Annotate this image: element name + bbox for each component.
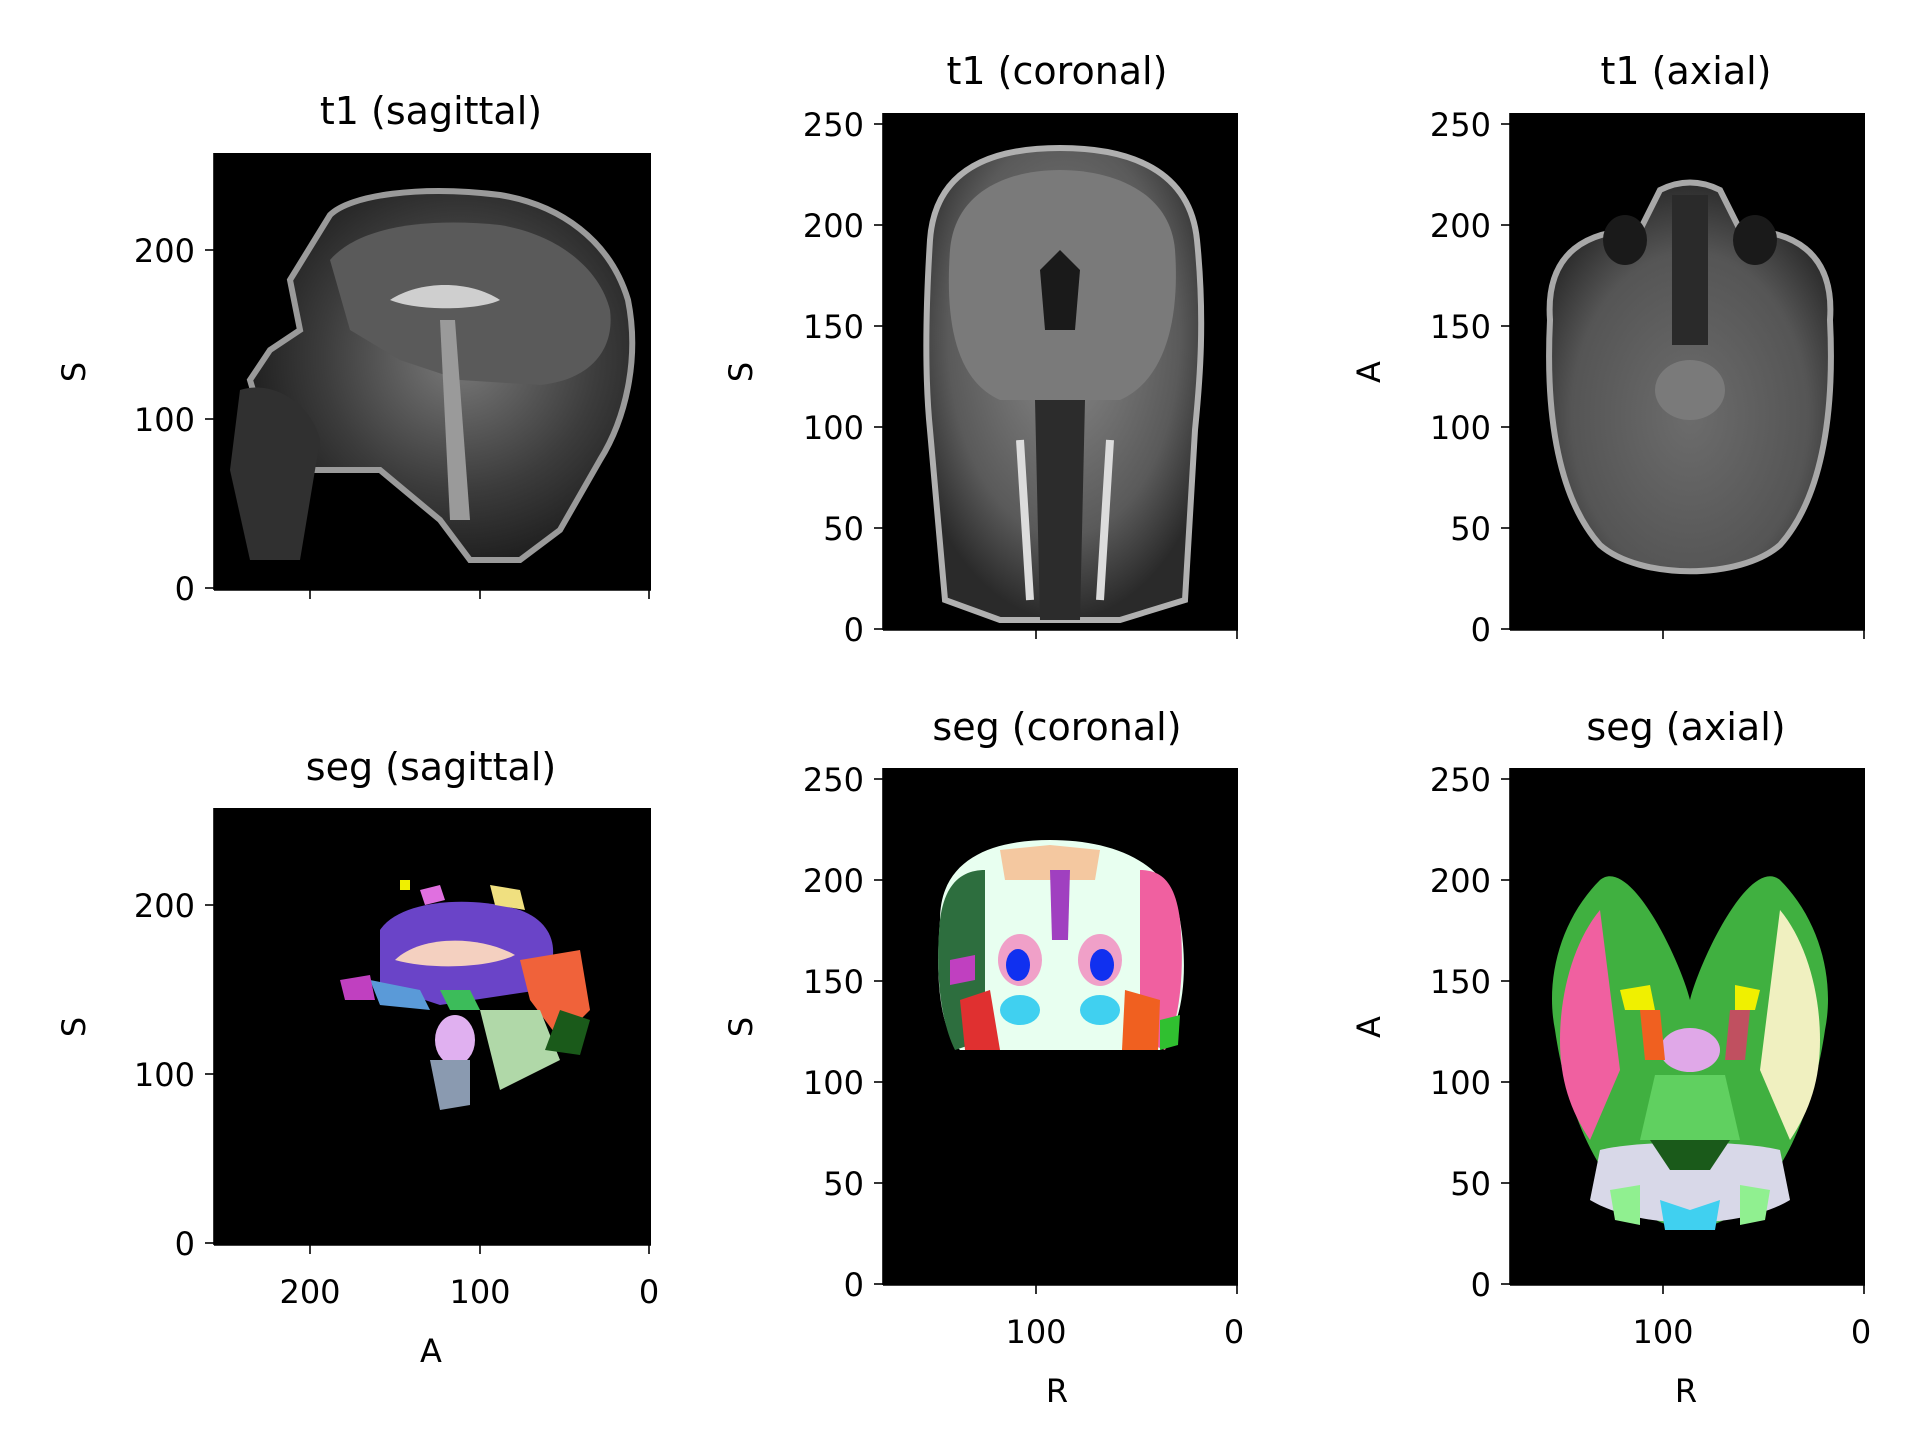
ytick-label: 0 — [175, 1225, 195, 1263]
ytick-label: 200 — [1430, 862, 1491, 900]
panel-title: t1 (sagittal) — [320, 89, 542, 133]
ytick-label: 100 — [803, 409, 864, 447]
x-axis: 100 0 R — [1510, 1284, 1871, 1410]
ytick-label: 100 — [1430, 409, 1491, 447]
xtick-label: 0 — [1851, 1313, 1871, 1351]
xtick-label: 0 — [1224, 1313, 1244, 1351]
ytick-label: 0 — [175, 570, 195, 608]
ytick-label: 100 — [1430, 1064, 1491, 1102]
ytick-label: 200 — [1430, 207, 1491, 245]
panel-t1-sagittal: t1 (sagittal) 0 100 200 S — [55, 89, 651, 608]
segmentation-image — [340, 880, 590, 1110]
ytick-label: 200 — [134, 232, 195, 270]
xtick-label: 100 — [1005, 1313, 1066, 1351]
panel-title: t1 (coronal) — [947, 49, 1168, 93]
y-axis: 0 100 200 S — [55, 808, 215, 1263]
y-axis: 0 50 100 150 200 250 S — [722, 106, 884, 649]
ytick-label: 0 — [1471, 1266, 1491, 1304]
ytick-label: 250 — [803, 106, 864, 144]
panel-title: seg (coronal) — [932, 705, 1181, 749]
x-axis — [1510, 629, 1865, 639]
ytick-label: 200 — [803, 207, 864, 245]
ytick-label: 0 — [1471, 611, 1491, 649]
y-axis-label: A — [1350, 361, 1388, 383]
panel-seg-coronal: seg (coronal) 0 — [722, 705, 1244, 1410]
ytick-label: 0 — [844, 611, 864, 649]
xtick-label: 100 — [449, 1273, 510, 1311]
y-axis-label: S — [55, 362, 93, 382]
y-axis: 0 50 100 150 200 250 A — [1350, 761, 1511, 1304]
ytick-label: 150 — [1430, 963, 1491, 1001]
y-axis-label: S — [722, 362, 760, 382]
ytick-label: 150 — [803, 963, 864, 1001]
xtick-label: 0 — [639, 1273, 659, 1311]
ytick-label: 250 — [1430, 106, 1491, 144]
ytick-label: 50 — [1450, 510, 1491, 548]
ytick-label: 250 — [1430, 761, 1491, 799]
x-axis-label: R — [1046, 1372, 1068, 1410]
y-axis-label: S — [55, 1017, 93, 1037]
y-axis: 0 50 100 150 200 250 S — [722, 761, 884, 1304]
y-axis-label: S — [722, 1017, 760, 1037]
ytick-label: 50 — [823, 510, 864, 548]
xtick-label: 200 — [279, 1273, 340, 1311]
ytick-label: 150 — [1430, 308, 1491, 346]
x-axis: 100 0 R — [883, 1284, 1244, 1410]
segmentation-image — [938, 840, 1184, 1050]
panel-seg-axial: seg (axial) 0 50 — [1350, 705, 1871, 1410]
ytick-label: 100 — [803, 1064, 864, 1102]
y-axis: 0 100 200 S — [55, 153, 215, 608]
ytick-label: 100 — [134, 1056, 195, 1094]
x-axis-label: A — [420, 1332, 442, 1370]
y-axis-label: A — [1350, 1016, 1388, 1038]
mri-image — [923, 144, 1205, 623]
segmentation-image — [1552, 876, 1828, 1230]
panel-title: t1 (axial) — [1601, 49, 1772, 93]
panel-seg-sagittal: seg (sagittal) 0 100 200 S — [55, 745, 659, 1370]
panel-t1-axial: t1 (axial) 0 50 100 150 200 250 A — [1350, 49, 1865, 649]
mri-image — [1546, 179, 1834, 575]
x-axis: 200 100 0 A — [214, 1244, 659, 1370]
y-axis: 0 50 100 150 200 250 A — [1350, 106, 1511, 649]
x-axis — [883, 629, 1238, 639]
ytick-label: 250 — [803, 761, 864, 799]
ytick-label: 100 — [134, 401, 195, 439]
panel-title: seg (axial) — [1586, 705, 1785, 749]
ytick-label: 200 — [134, 887, 195, 925]
ytick-label: 200 — [803, 862, 864, 900]
panel-t1-coronal: t1 (coronal) 0 50 100 150 200 250 S — [722, 49, 1238, 649]
x-axis-label: R — [1675, 1372, 1697, 1410]
ytick-label: 150 — [803, 308, 864, 346]
ytick-label: 50 — [823, 1165, 864, 1203]
ytick-label: 50 — [1450, 1165, 1491, 1203]
mri-image — [230, 188, 636, 563]
ytick-label: 0 — [844, 1266, 864, 1304]
xtick-label: 100 — [1632, 1313, 1693, 1351]
panel-title: seg (sagittal) — [306, 745, 556, 789]
x-axis — [214, 589, 651, 599]
